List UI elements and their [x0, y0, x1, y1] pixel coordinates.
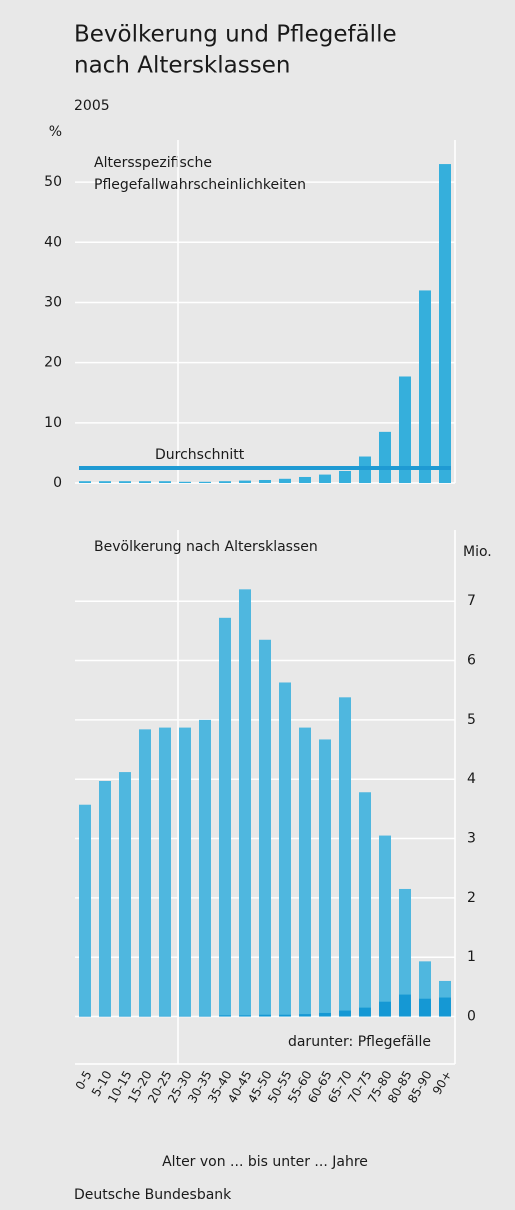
bar: [419, 290, 431, 483]
chart-title: Bevölkerung und Pflegefälle: [74, 22, 397, 48]
bar: [299, 1014, 311, 1017]
y-tick-label: 20: [44, 355, 62, 371]
x-tick-label: 90+: [430, 1068, 455, 1097]
bar: [219, 617, 231, 1017]
bar: [139, 481, 151, 483]
bar: [239, 589, 251, 1017]
y-tick-label: 0: [53, 475, 62, 491]
y-tick-label: 40: [44, 234, 62, 250]
bar: [99, 481, 111, 483]
bar: [399, 888, 411, 1017]
bar: [339, 697, 351, 1017]
bar: [299, 476, 311, 483]
bar: [179, 727, 191, 1017]
bar: [259, 639, 271, 1017]
bar: [439, 997, 451, 1017]
x-axis-label: Alter von ... bis unter ... Jahre: [162, 1154, 368, 1170]
bar: [199, 481, 211, 483]
bar: [159, 1015, 171, 1017]
bar: [259, 1014, 271, 1017]
bar: [179, 1015, 191, 1017]
bar: [99, 1015, 111, 1017]
y-tick-label: 5: [467, 712, 476, 728]
bar: [379, 1001, 391, 1017]
bar: [239, 1015, 251, 1017]
bar: [119, 772, 131, 1017]
bar: [279, 478, 291, 483]
bar: [79, 481, 91, 483]
bar: [219, 1015, 231, 1017]
bar: [139, 1015, 151, 1017]
y-tick-label: 6: [467, 653, 476, 669]
panel-title: Pflegefallwahrscheinlichkeiten: [94, 177, 306, 193]
bar: [119, 1015, 131, 1017]
y-axis-label: %: [49, 124, 62, 140]
bar: [279, 682, 291, 1017]
average-label: Durchschnitt: [155, 447, 245, 463]
source: Deutsche Bundesbank: [74, 1187, 232, 1203]
legend-label: darunter: Pflegefälle: [288, 1034, 431, 1050]
bar: [259, 479, 271, 483]
bar: [319, 739, 331, 1017]
bar: [319, 474, 331, 483]
y-tick-label: 50: [44, 174, 62, 190]
bar: [179, 481, 191, 483]
bar: [399, 994, 411, 1017]
bar: [159, 481, 171, 483]
bar: [79, 1015, 91, 1017]
bar: [379, 431, 391, 483]
panel-title: Altersspezifische: [94, 155, 212, 171]
bar: [199, 719, 211, 1017]
bar: [79, 804, 91, 1017]
bar: [219, 481, 231, 483]
bar: [439, 164, 451, 483]
bar: [419, 998, 431, 1017]
y-tick-label: 7: [467, 593, 476, 609]
chart-title: nach Altersklassen: [74, 53, 290, 79]
bar: [239, 480, 251, 483]
bar: [339, 1010, 351, 1017]
y-axis-label: Mio.: [463, 544, 492, 560]
bar: [279, 1014, 291, 1017]
y-tick-label: 1: [467, 949, 476, 965]
bar: [119, 481, 131, 483]
y-tick-label: 4: [467, 771, 476, 787]
y-tick-label: 3: [467, 831, 476, 847]
bar: [379, 835, 391, 1017]
bar: [139, 729, 151, 1017]
y-tick-label: 10: [44, 415, 62, 431]
bar: [339, 470, 351, 483]
y-tick-label: 2: [467, 890, 476, 906]
bar: [319, 1012, 331, 1017]
y-tick-label: 30: [44, 294, 62, 310]
y-tick-label: 0: [467, 1009, 476, 1025]
bar: [359, 792, 371, 1017]
panel-title: Bevölkerung nach Altersklassen: [94, 539, 318, 555]
bar: [359, 1007, 371, 1017]
bar: [199, 1015, 211, 1017]
bar: [299, 727, 311, 1017]
bar: [99, 780, 111, 1017]
bar: [399, 376, 411, 483]
bar: [159, 727, 171, 1017]
year: 2005: [74, 98, 110, 114]
